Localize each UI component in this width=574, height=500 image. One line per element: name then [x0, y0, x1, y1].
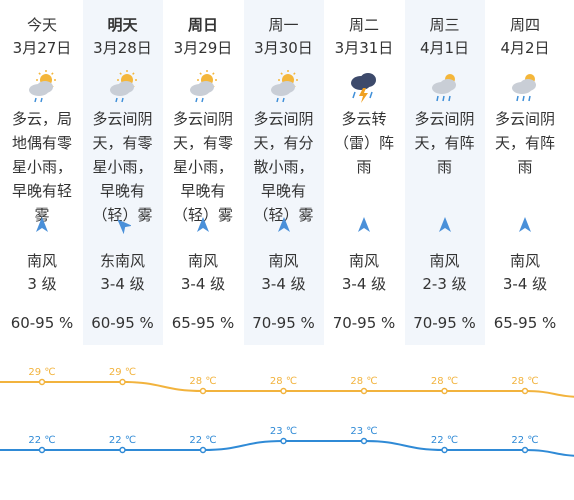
- day-column: 今天 3月27日多云，局地偶有零星小雨，早晚有轻雾南风 3 级 60-95 %: [2, 0, 82, 345]
- day-column: 周日 3月29日多云间阴天，有零星小雨，早晚有（轻）雾南风 3-4 级 65-95 %: [163, 0, 243, 345]
- wind-level: 3-4 级: [100, 275, 145, 293]
- humidity: 65-95 %: [493, 314, 557, 332]
- humidity: 65-95 %: [171, 314, 235, 332]
- temperature-chart: 29 ℃ 29 ℃ 28 ℃ 28 ℃ 28 ℃ 28 ℃ 28 ℃ 22 ℃ 22 ℃ 22 ℃…: [0, 367, 574, 457]
- partly-cloudy-rain-icon: [107, 70, 139, 104]
- wind-arrow-north-icon: [517, 216, 533, 234]
- wind-level: 3-4 级: [261, 275, 306, 293]
- low-temp-label: 22 ℃: [189, 435, 216, 446]
- wind-arrow-north-icon: [437, 216, 453, 234]
- date-label: 3月31日: [334, 39, 394, 57]
- low-temp-line: [0, 440, 574, 457]
- wind-direction: 南风: [429, 252, 460, 270]
- date-label: 4月1日: [419, 39, 470, 57]
- high-temp-label: 29 ℃: [28, 367, 55, 378]
- day-column: 周一 3月30日多云间阴天，有分散小雨，早晚有（轻）雾南风 3-4 级 70-95 %: [243, 0, 324, 345]
- wind-level: 2-3 级: [422, 275, 467, 293]
- day-column: 周三 4月1日多云间阴天，有阵雨南风 2-3 级 70-95 %: [404, 0, 485, 345]
- partly-cloudy-rain-icon: [187, 70, 219, 104]
- day-label: 周一: [268, 16, 299, 34]
- wind-direction: 南风: [268, 252, 299, 270]
- low-temp-label: 23 ℃: [350, 426, 377, 437]
- low-temp-point: [441, 446, 448, 454]
- high-temp-point: [360, 387, 368, 395]
- wind-arrow-north-icon: [34, 216, 50, 234]
- weather-description: 多云间阴天，有零星小雨，早晚有（轻）雾: [92, 110, 153, 224]
- low-temp-label: 22 ℃: [511, 435, 538, 446]
- high-temp-point: [441, 387, 448, 395]
- weather-description: 多云间阴天，有分散小雨，早晚有（轻）雾: [253, 110, 314, 224]
- weather-description: 多云间阴天，有阵雨: [494, 110, 555, 176]
- day-column: 周二 3月31日多云转（雷）阵雨南风 3-4 级 70-95 %: [324, 0, 404, 345]
- low-temp-point: [199, 446, 207, 454]
- humidity: 70-95 %: [413, 314, 476, 332]
- low-temp-point: [521, 446, 529, 454]
- humidity: 60-95 %: [10, 314, 74, 332]
- day-column: 明天 3月28日多云间阴天，有零星小雨，早晚有（轻）雾东南风 3-4 级 60-95 …: [82, 0, 163, 345]
- cloudy-rain-icon: [509, 70, 541, 104]
- date-label: 3月30日: [254, 39, 313, 57]
- wind-level: 3 级: [27, 275, 57, 293]
- thunderstorm-icon: [348, 70, 380, 104]
- cloudy-rain-icon: [429, 70, 461, 104]
- low-temp-label: 23 ℃: [270, 426, 297, 437]
- high-temp-point: [280, 387, 287, 395]
- day-label: 周三: [429, 16, 460, 34]
- day-label: 明天: [107, 16, 138, 34]
- partly-cloudy-rain-icon: [26, 70, 58, 104]
- low-temp-point: [280, 437, 287, 445]
- high-temp-label: 28 ℃: [431, 376, 458, 387]
- day-label: 今天: [26, 16, 57, 34]
- wind-level: 3-4 级: [341, 275, 387, 293]
- day-label: 周日: [187, 16, 218, 34]
- wind-level: 3-4 级: [502, 275, 548, 293]
- low-temp-point: [38, 446, 46, 454]
- wind-arrow-northwest-icon: [115, 216, 132, 235]
- date-label: 3月29日: [173, 39, 233, 57]
- weather-description: 多云间阴天，有阵雨: [414, 110, 475, 176]
- high-temp-label: 28 ℃: [270, 376, 297, 387]
- low-temp-label: 22 ℃: [109, 435, 136, 446]
- day-label: 周四: [509, 16, 540, 34]
- humidity: 70-95 %: [252, 314, 315, 332]
- humidity: 70-95 %: [332, 314, 396, 332]
- high-temp-label: 29 ℃: [109, 367, 136, 378]
- wind-arrow-north-icon: [356, 216, 372, 234]
- low-temp-label: 22 ℃: [431, 435, 458, 446]
- wind-direction: 南风: [187, 252, 218, 270]
- wind-arrow-north-icon: [195, 216, 211, 234]
- wind-arrow-north-icon: [276, 216, 292, 234]
- wind-direction: 东南风: [99, 252, 145, 270]
- date-label: 3月28日: [93, 39, 152, 57]
- wind-direction: 南风: [26, 252, 57, 270]
- high-temp-point: [199, 387, 207, 395]
- low-temp-point: [360, 437, 368, 445]
- date-label: 4月2日: [500, 39, 550, 57]
- day-column: 周四 4月2日多云间阴天，有阵雨南风 3-4 级 65-95 %: [485, 0, 565, 345]
- high-temp-label: 28 ℃: [511, 376, 538, 387]
- date-label: 3月27日: [12, 39, 72, 57]
- wind-direction: 南风: [348, 252, 379, 270]
- humidity: 60-95 %: [91, 314, 154, 332]
- weather-description: 多云转（雷）阵雨: [333, 110, 394, 176]
- high-temp-point: [521, 387, 529, 395]
- weather-description: 多云，局地偶有零星小雨，早晚有轻雾: [11, 110, 72, 224]
- high-temp-point: [119, 378, 126, 386]
- wind-level: 3-4 级: [180, 275, 226, 293]
- high-temp-point: [38, 378, 46, 386]
- high-temp-label: 28 ℃: [350, 376, 377, 387]
- day-label: 周二: [348, 16, 379, 34]
- weather-description: 多云间阴天，有零星小雨，早晚有（轻）雾: [172, 110, 233, 224]
- low-temp-point: [119, 446, 126, 454]
- wind-direction: 南风: [509, 252, 540, 270]
- high-temp-label: 28 ℃: [189, 376, 216, 387]
- partly-cloudy-rain-icon: [268, 70, 300, 104]
- low-temp-label: 22 ℃: [28, 435, 55, 446]
